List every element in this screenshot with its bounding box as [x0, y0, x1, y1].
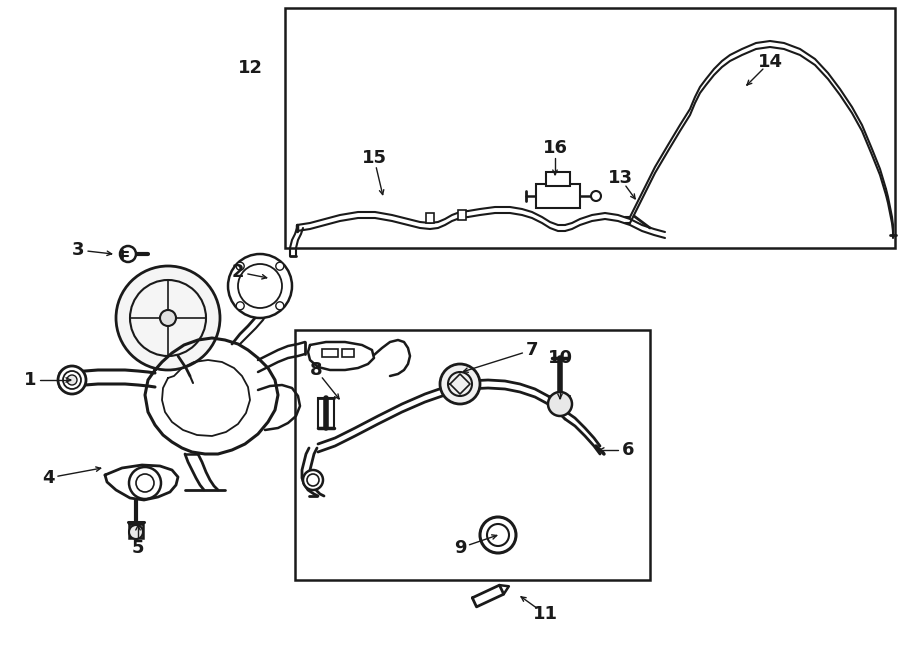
Circle shape: [275, 262, 284, 270]
Circle shape: [58, 366, 86, 394]
Circle shape: [303, 470, 323, 490]
Text: 4: 4: [41, 469, 54, 487]
Text: 15: 15: [362, 149, 386, 167]
Bar: [295, 330, 650, 580]
Circle shape: [228, 254, 292, 318]
Circle shape: [591, 191, 601, 201]
Circle shape: [116, 266, 220, 370]
Circle shape: [480, 517, 516, 553]
Text: 2: 2: [232, 263, 244, 281]
Text: 12: 12: [238, 59, 263, 77]
Circle shape: [236, 302, 244, 310]
Bar: [546, 172, 570, 186]
Bar: [318, 398, 334, 428]
Text: 14: 14: [758, 53, 782, 71]
Text: 13: 13: [608, 169, 633, 187]
Circle shape: [129, 525, 143, 539]
Text: 3: 3: [72, 241, 85, 259]
Circle shape: [440, 364, 480, 404]
Bar: [129, 524, 143, 538]
Text: 8: 8: [310, 361, 322, 379]
Text: 6: 6: [622, 441, 634, 459]
Circle shape: [275, 302, 284, 310]
Text: 11: 11: [533, 605, 557, 623]
Text: 5: 5: [131, 539, 144, 557]
Circle shape: [548, 392, 572, 416]
Text: 16: 16: [543, 139, 568, 157]
Bar: [426, 213, 434, 223]
Bar: [458, 210, 466, 220]
Text: 10: 10: [547, 349, 572, 367]
Circle shape: [67, 375, 77, 385]
Bar: [342, 349, 354, 357]
Circle shape: [120, 246, 136, 262]
Bar: [536, 184, 580, 208]
Text: 7: 7: [526, 341, 538, 359]
Bar: [322, 349, 338, 357]
Text: 1: 1: [23, 371, 36, 389]
Circle shape: [160, 310, 176, 326]
Text: 9: 9: [454, 539, 466, 557]
Circle shape: [236, 262, 244, 270]
Bar: [285, 8, 895, 248]
